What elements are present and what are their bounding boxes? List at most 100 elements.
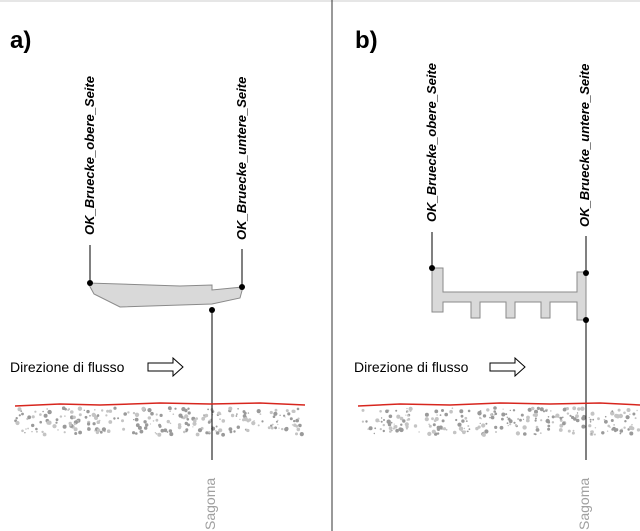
gravel-dot: [575, 418, 580, 423]
gravel-dot: [207, 421, 211, 424]
gravel-dot: [167, 406, 172, 410]
ground-line: [357, 402, 640, 407]
point: [209, 307, 215, 313]
gravel-dot: [242, 418, 245, 422]
gravel-dot: [169, 410, 171, 412]
gravel-dot: [183, 430, 186, 434]
gravel-dot: [157, 432, 162, 437]
gravel-dot: [629, 413, 631, 415]
gravel-dot: [604, 415, 607, 418]
gravel-dot: [186, 418, 190, 421]
gravel-dot: [466, 430, 469, 433]
gravel-dot: [207, 408, 210, 411]
gravel-dot: [559, 419, 563, 422]
panel-a: a) OK_Bruecke_obere_Seite OK_Bruecke_unt…: [10, 27, 306, 530]
gravel-dot: [520, 413, 524, 417]
gravel-dot: [63, 431, 66, 434]
gravel-dot: [39, 420, 42, 424]
gravel-dot: [204, 413, 209, 418]
gravel-dot: [91, 412, 96, 417]
gravel-dot: [228, 427, 233, 431]
gravel-dot: [501, 412, 506, 417]
gravel-dot: [289, 417, 293, 421]
gravel-dot: [383, 419, 385, 421]
gravel-dot: [589, 421, 592, 423]
gravel-dot: [195, 417, 198, 420]
gravel-dot: [572, 429, 575, 432]
gravel-dot: [46, 420, 51, 425]
gravel-dot: [108, 409, 113, 413]
gravel-dot: [493, 406, 497, 410]
gravel-dot: [228, 406, 233, 411]
gravel-dot: [35, 427, 38, 431]
gravel-dot: [611, 410, 614, 413]
gravel-dot: [619, 429, 624, 433]
gravel-dot: [444, 412, 449, 417]
gravel-dot: [284, 427, 289, 432]
gravel-dot: [405, 411, 408, 413]
gravel-dot: [94, 430, 96, 432]
gravel-dot: [507, 424, 509, 427]
gravel-dot: [368, 426, 373, 431]
gravel-dot: [374, 427, 377, 430]
gravel-dot: [390, 421, 393, 424]
gravel-dot: [86, 409, 90, 414]
gravel-dot: [215, 431, 220, 435]
gravel-dot: [203, 414, 205, 416]
gravel-dot: [169, 432, 174, 437]
gravel-dot: [299, 432, 304, 437]
ground-line: [14, 402, 306, 407]
gravel-dot: [121, 419, 124, 423]
gravel-dot: [407, 417, 411, 421]
gravel-dot: [536, 406, 541, 410]
gravel-dot: [184, 414, 189, 419]
gravel-dot: [547, 416, 550, 418]
gravel-dot: [527, 407, 532, 412]
gravel-dot: [468, 428, 471, 431]
gravel-dot: [73, 427, 78, 432]
gravel-dot: [459, 409, 464, 414]
gravel-dot: [147, 416, 151, 420]
gravel-dot: [514, 424, 518, 427]
gravel-dot: [158, 424, 162, 428]
gravel-dot: [187, 411, 191, 415]
gravel-dot: [379, 428, 382, 431]
gravel-dot: [610, 411, 615, 416]
gravel-dot: [367, 428, 370, 430]
gravel-dot: [87, 422, 91, 426]
gravel-dot: [493, 410, 497, 413]
gravel-dot: [551, 415, 555, 419]
gravel-dot: [113, 406, 117, 410]
gravel-dot: [67, 409, 70, 411]
gravel-dot: [43, 413, 48, 418]
gravel-dot: [494, 412, 498, 416]
gravel-dot: [465, 420, 468, 422]
gravel-dot: [597, 417, 600, 421]
gravel-dot: [246, 428, 250, 433]
gravel-dot: [413, 424, 418, 428]
gravel-dot: [624, 420, 627, 423]
gravel-dot: [296, 427, 301, 432]
gravel-dot: [137, 418, 139, 421]
gravel-dot: [396, 415, 401, 419]
gravel-dot: [27, 427, 29, 430]
gravel-dot: [361, 408, 365, 412]
gravel-dot: [101, 427, 106, 432]
panel-label: b): [355, 27, 378, 54]
gravel-dot: [408, 406, 413, 411]
gravel-dot: [431, 429, 436, 434]
gravel-dot: [535, 425, 539, 429]
gravel-dot: [97, 414, 100, 416]
gravel-dot: [535, 428, 540, 432]
gravel-dot: [509, 423, 512, 426]
gravel-dot: [555, 413, 560, 418]
gravel-dot: [152, 420, 155, 422]
gravel-dot: [201, 416, 206, 421]
gravel-dot: [31, 415, 35, 419]
gravel-dot: [251, 421, 256, 426]
gravel-dot: [399, 416, 404, 421]
gravel-dot: [218, 428, 223, 433]
gravel-dot: [629, 431, 634, 436]
gravel-dot: [257, 424, 260, 427]
gravel-dot: [395, 425, 398, 427]
